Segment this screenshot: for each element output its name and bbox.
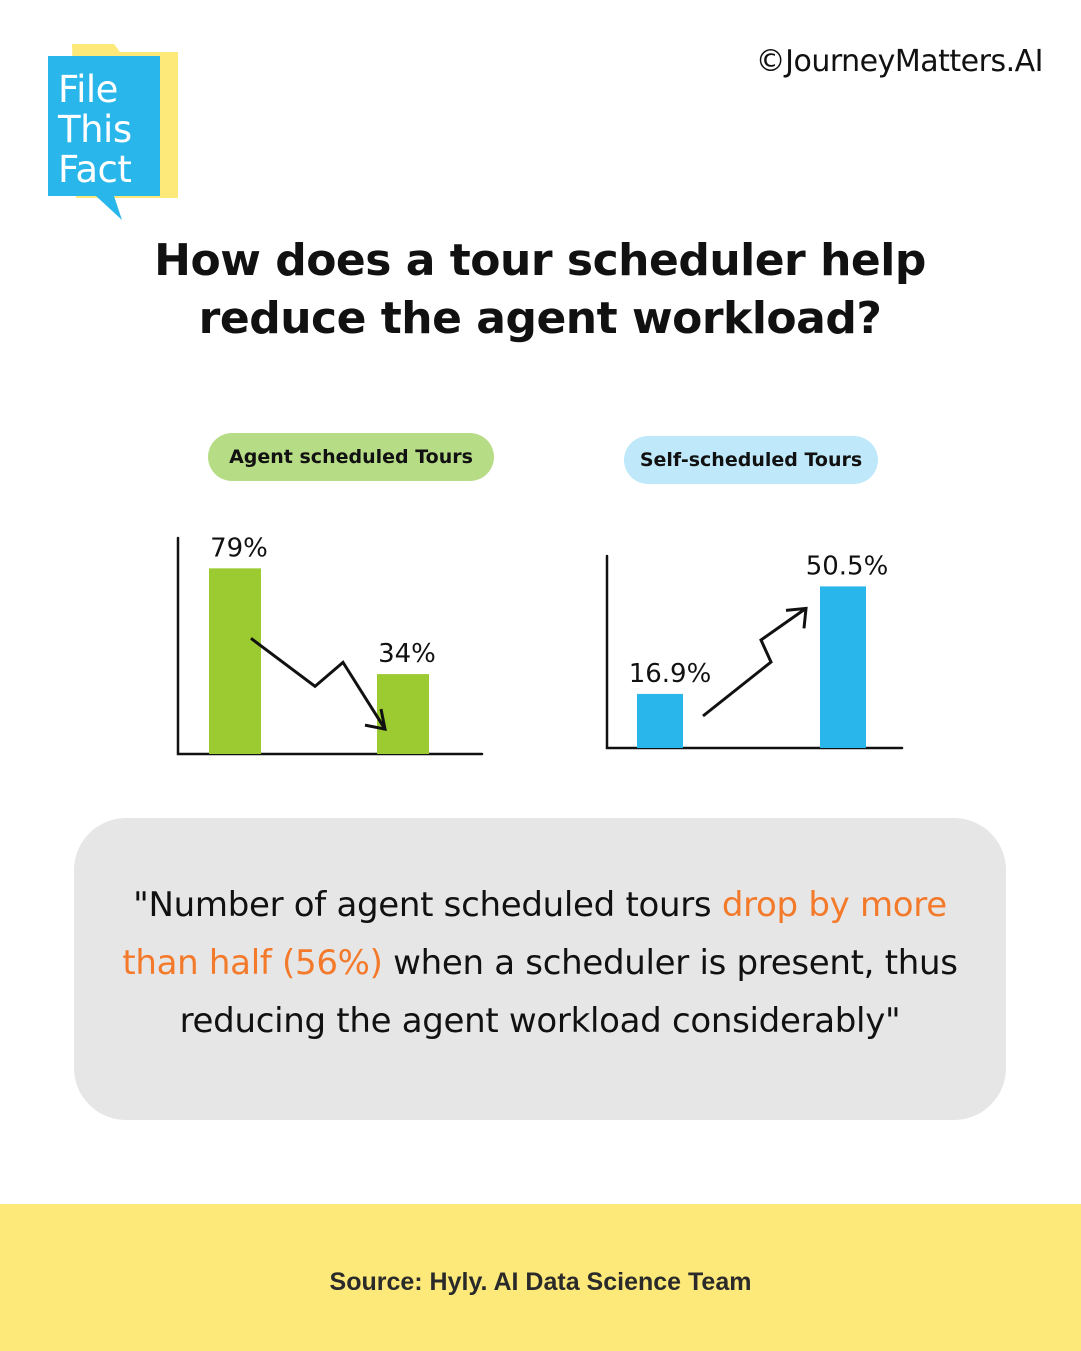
agent-value-label-1: 79% <box>210 533 268 563</box>
self-trend-arrowhead <box>785 606 808 629</box>
self-bar-1 <box>637 693 683 748</box>
logo-line-this: This <box>58 108 132 151</box>
agent-trend-arrow <box>250 637 387 730</box>
self-trend-arrow <box>702 607 807 718</box>
logo-line-fact: Fact <box>58 148 132 191</box>
headline-line-2: reduce the agent workload? <box>198 293 882 344</box>
agent-bar-2 <box>377 674 429 754</box>
headline: How does a tour scheduler help reduce th… <box>140 232 940 348</box>
logo-text: File This Fact <box>58 70 178 190</box>
headline-line-1: How does a tour scheduler help <box>154 235 926 286</box>
source-text: Source: Hyly. AI Data Science Team <box>329 1268 752 1296</box>
footer-band <box>0 1204 1081 1351</box>
quote-box <box>74 818 1006 1120</box>
self-chart-title: Self-scheduled Tours <box>624 436 878 484</box>
logo-line-file: File <box>58 68 118 111</box>
self-bar-2 <box>820 586 866 748</box>
self-value-label-1: 16.9% <box>629 659 712 689</box>
quote-highlight: drop by more than half (56%) <box>122 885 947 983</box>
charts-canvas: 79% 34% 16.9% 50.5% <box>176 533 904 756</box>
self-value-label-2: 50.5% <box>806 551 889 581</box>
quote-part-1: "Number of agent scheduled tours <box>133 885 722 925</box>
agent-chart-title: Agent scheduled Tours <box>208 433 494 481</box>
quote-text: "Number of agent scheduled tours drop by… <box>98 876 982 1050</box>
copyright-text: ©JourneyMatters.AI <box>755 44 1044 79</box>
agent-bar-1 <box>209 568 261 754</box>
file-this-fact-logo <box>48 44 178 220</box>
quote-part-2: when a scheduler is present, thus reduci… <box>179 943 958 1041</box>
agent-trend-arrowhead <box>364 708 387 732</box>
self-axes <box>605 554 904 750</box>
agent-value-label-2: 34% <box>378 639 436 669</box>
